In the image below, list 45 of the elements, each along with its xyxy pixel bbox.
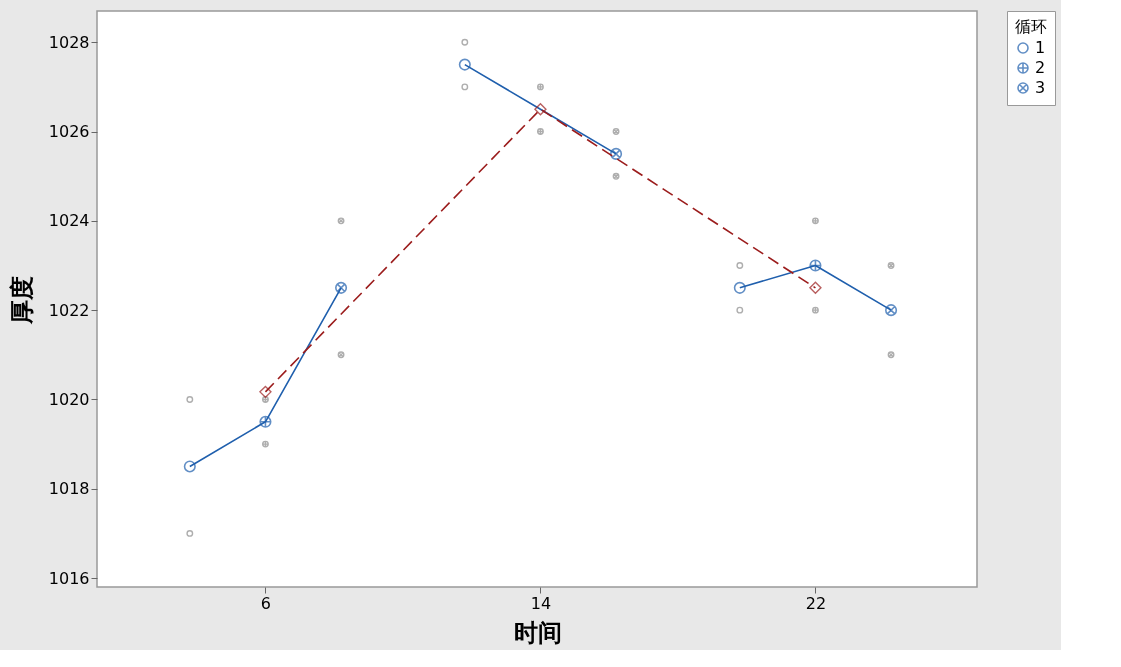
point <box>458 58 471 71</box>
point <box>809 259 822 272</box>
point <box>537 83 544 91</box>
legend-label: 3 <box>1035 78 1046 97</box>
point <box>887 262 895 269</box>
x-tick-label: 6 <box>260 593 272 613</box>
point <box>812 217 819 225</box>
point <box>612 172 620 180</box>
point <box>733 281 746 294</box>
point <box>461 38 469 46</box>
legend-label: 1 <box>1035 38 1046 57</box>
x-tick-label: 22 <box>805 593 827 613</box>
y-tick-label: 1016 <box>48 568 90 588</box>
point <box>337 351 345 359</box>
y-tick-label: 1024 <box>48 211 90 231</box>
point <box>186 396 194 403</box>
y-tick-label: 1028 <box>48 32 90 52</box>
legend-title: 循环 <box>1015 17 1047 36</box>
y-tick-label: 1018 <box>48 479 90 499</box>
legend-label: 2 <box>1035 58 1046 77</box>
point <box>337 217 345 225</box>
point <box>809 281 822 295</box>
point <box>183 460 196 473</box>
y-tick-label: 1026 <box>48 122 90 142</box>
point <box>461 83 469 91</box>
point <box>335 281 348 294</box>
x-tick-label: 14 <box>530 593 552 613</box>
y-tick-label: 1020 <box>48 389 90 409</box>
point <box>885 304 898 317</box>
point <box>262 396 269 403</box>
point <box>262 440 269 448</box>
y-axis-title: 厚度 <box>7 275 36 325</box>
x-axis-title: 时间 <box>513 618 562 647</box>
point <box>887 351 895 359</box>
point <box>537 128 544 135</box>
point <box>259 385 272 399</box>
point <box>736 262 744 269</box>
point <box>259 415 272 428</box>
y-tick-label: 1022 <box>48 300 90 320</box>
point <box>186 529 194 537</box>
point <box>612 128 620 135</box>
point <box>610 147 623 160</box>
point <box>736 306 744 314</box>
point <box>534 103 547 116</box>
point <box>812 306 819 314</box>
